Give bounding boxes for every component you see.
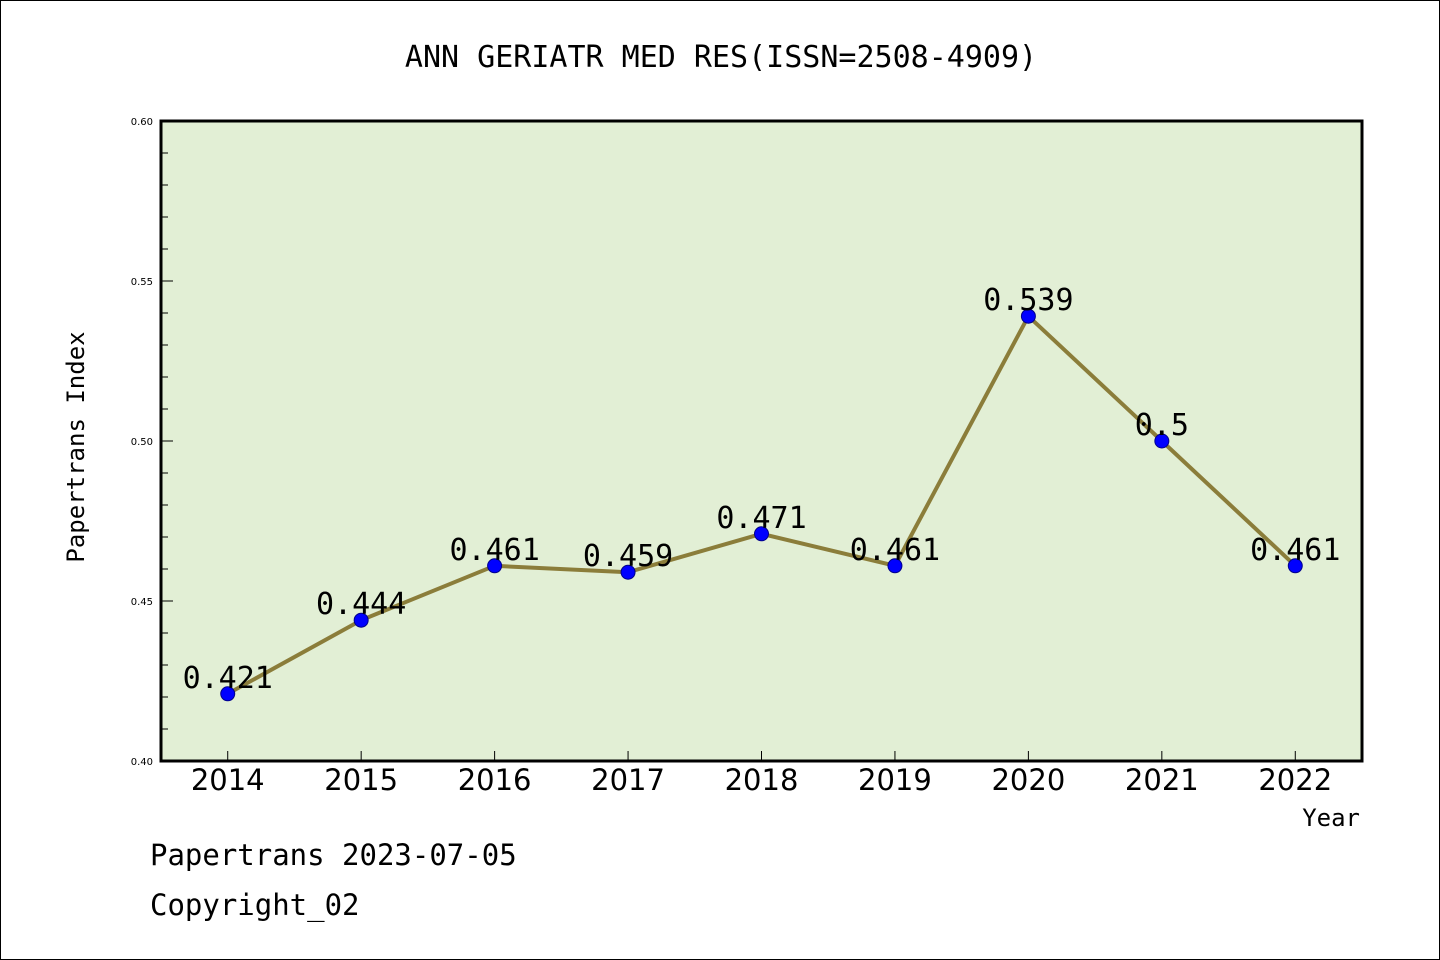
data-point [1287, 558, 1303, 574]
data-point [1020, 308, 1036, 324]
data-value-label: 0.459 [583, 539, 673, 574]
x-tick-label: 2020 [991, 763, 1065, 797]
data-value-label: 0.421 [183, 661, 273, 696]
y-tick-label: 0.50 [131, 437, 153, 448]
data-point [620, 564, 636, 580]
x-tick-label: 2019 [858, 763, 932, 797]
data-value-label: 0.539 [983, 283, 1073, 318]
x-axis: 2014 2015 2016 2017 2018 2019 2020 2021 2022 [191, 751, 1332, 797]
data-point [887, 558, 903, 574]
series-layer [220, 308, 1303, 702]
data-value-label: 0.461 [449, 533, 539, 568]
y-tick-label: 0.40 [131, 757, 153, 768]
data-point [1154, 433, 1170, 449]
x-tick-label: 2016 [458, 763, 532, 797]
x-tick-label: 2017 [591, 763, 665, 797]
data-value-label: 0.461 [1250, 533, 1340, 568]
x-tick-label: 2015 [324, 763, 398, 797]
data-value-label: 0.471 [716, 501, 806, 536]
x-axis-title: Year [1302, 804, 1360, 832]
data-value-label: 0.461 [850, 533, 940, 568]
data-point [353, 612, 369, 628]
data-point [487, 558, 503, 574]
y-tick-label: 0.45 [131, 597, 153, 608]
x-tick-label: 2021 [1125, 763, 1199, 797]
data-labels: 0.421 0.444 0.461 0.459 0.471 0.461 0.539 0.5 0.… [183, 283, 1341, 696]
y-tick-label: 0.55 [131, 277, 153, 288]
data-point [220, 686, 236, 702]
footer-copyright: Copyright_02 [150, 888, 360, 923]
data-value-label: 0.444 [316, 587, 406, 622]
data-point [754, 526, 769, 542]
footer-date: Papertrans 2023-07-05 [150, 838, 517, 872]
y-tick-label: 0.60 [131, 117, 153, 128]
y-axis-title: Papertrans Index [62, 331, 90, 562]
x-tick-label: 2018 [725, 763, 799, 797]
chart-title: ANN GERIATR MED RES(ISSN=2508-4909) [405, 40, 1037, 75]
y-axis: 0.40 0.45 0.50 0.55 0.60 [131, 117, 173, 768]
data-value-label: 0.5 [1135, 408, 1189, 443]
x-tick-label: 2014 [191, 763, 265, 797]
x-tick-label: 2022 [1258, 763, 1332, 797]
